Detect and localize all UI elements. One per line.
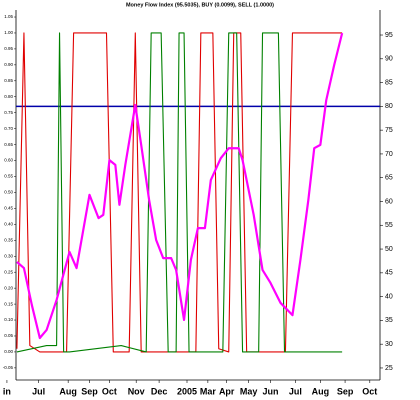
x-tick-label: Sep <box>337 386 354 396</box>
y2-tick-label: 75 <box>385 127 393 134</box>
x-tick-label: Nov <box>128 386 145 396</box>
y2-tick-label: 25 <box>385 365 393 372</box>
y-tick-label: 0.50 <box>4 190 13 195</box>
y2-tick-label: 40 <box>385 293 393 300</box>
y-tick-label: 0.05 <box>4 333 13 338</box>
x-tick-label: Mar <box>200 386 217 396</box>
y-tick-label: 0.80 <box>4 94 13 99</box>
y2-tick-label: 95 <box>385 32 393 39</box>
y-tick-label: 0.45 <box>4 206 13 211</box>
y2-tick-label: 55 <box>385 222 393 229</box>
y-tick-label: 0.85 <box>4 78 13 83</box>
x-tick-label: Jul <box>289 386 302 396</box>
x-tick-label: 2005 <box>177 386 197 396</box>
y2-tick-label: 30 <box>385 341 393 348</box>
y-tick-label: 0.30 <box>4 253 13 258</box>
y2-tick-label: 70 <box>385 151 393 158</box>
x-tick-label: Oct <box>362 386 377 396</box>
y-tick-label: 0.40 <box>4 222 13 227</box>
y-tick-label: 0.60 <box>4 158 13 163</box>
series-line <box>16 32 344 340</box>
y-tick-label: 0.20 <box>4 285 13 290</box>
x-tick-label: Apr <box>219 386 235 396</box>
y-tick-label: 0.10 <box>4 317 13 322</box>
x-tick-label: Dec <box>151 386 168 396</box>
y2-tick-label: 35 <box>385 317 393 324</box>
x-tick-label: Jun <box>262 386 278 396</box>
y-tick-label: 0.55 <box>4 174 13 179</box>
x-tick-label: Aug <box>312 386 330 396</box>
y-tick-label: 1.00 <box>4 30 13 35</box>
x-tick-label: Oct <box>102 386 117 396</box>
y-tick-label: 0.75 <box>4 110 13 115</box>
y-tick-label: 0.70 <box>4 126 13 131</box>
y2-tick-label: 60 <box>385 198 393 205</box>
y2-tick-label: 90 <box>385 56 393 63</box>
y2-tick-label: 45 <box>385 270 393 277</box>
y-tick-label: 0.65 <box>4 142 13 147</box>
x-tick-label: May <box>240 386 258 396</box>
x-tick-label: Aug <box>59 386 77 396</box>
series-line <box>16 32 343 353</box>
y-tick-label: 0.15 <box>4 301 13 306</box>
y2-tick-label: 80 <box>385 103 393 110</box>
y-tick-label: 1.05 <box>4 14 13 19</box>
y-tick-label: 0.00 <box>4 349 13 354</box>
chart-title: Money Flow Index (95.5035), BUY (0.0099)… <box>126 2 274 8</box>
y-tick-label: 0.35 <box>4 237 13 242</box>
x-tick-label: Jul <box>32 386 45 396</box>
x-tick-label: Sep <box>81 386 98 396</box>
y2-tick-label: 85 <box>385 79 393 86</box>
y-tick-label: 0.90 <box>4 62 13 67</box>
x-tick-label: in <box>3 386 11 396</box>
y-tick-label: 0.25 <box>4 269 13 274</box>
y2-tick-label: 65 <box>385 175 393 182</box>
y2-tick-label: 50 <box>385 246 393 253</box>
y-tick-label: 0.95 <box>4 46 13 51</box>
y-tick-label: -0.05 <box>3 365 14 370</box>
